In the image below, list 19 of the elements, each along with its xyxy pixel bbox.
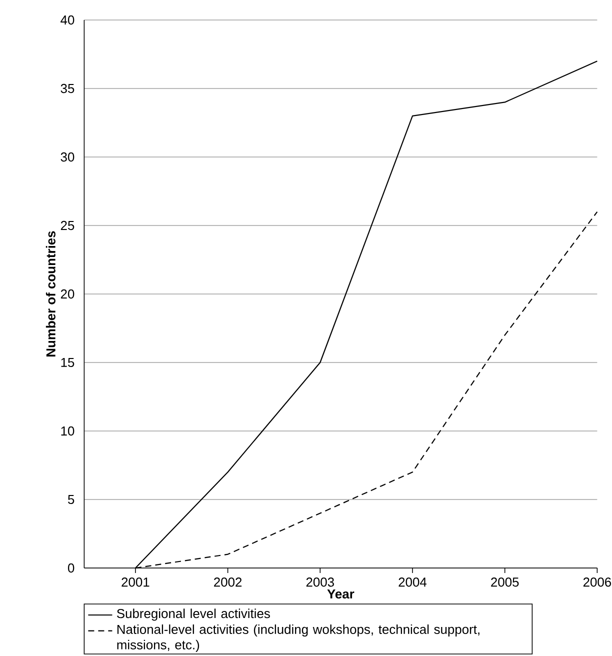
y-tick-label: 20: [60, 289, 74, 299]
y-tick-label: 5: [68, 494, 74, 504]
x-tick-label: 2004: [398, 578, 426, 587]
x-axis-title: Year: [327, 590, 354, 599]
legend-label: National-level activities (including wokshops, technical support, missions, etc.): [117, 624, 480, 652]
y-tick-label: 25: [60, 220, 74, 230]
legend-label: Subregional level activities: [116, 608, 270, 621]
y-tick-label: 35: [60, 84, 74, 94]
x-tick-label: 2005: [491, 578, 519, 587]
y-tick-label: 10: [61, 426, 74, 436]
y-axis-title: Number of countries: [46, 231, 56, 356]
y-tick-label: 0: [68, 563, 74, 573]
y-tick-label: 15: [61, 358, 74, 368]
x-tick-label: 2002: [214, 578, 242, 587]
x-tick-label: 2003: [306, 578, 334, 587]
y-tick-label: 40: [60, 15, 74, 25]
x-tick-label: 2001: [122, 578, 150, 587]
y-tick-label: 30: [60, 152, 74, 162]
x-tick-label: 2006: [583, 578, 611, 587]
